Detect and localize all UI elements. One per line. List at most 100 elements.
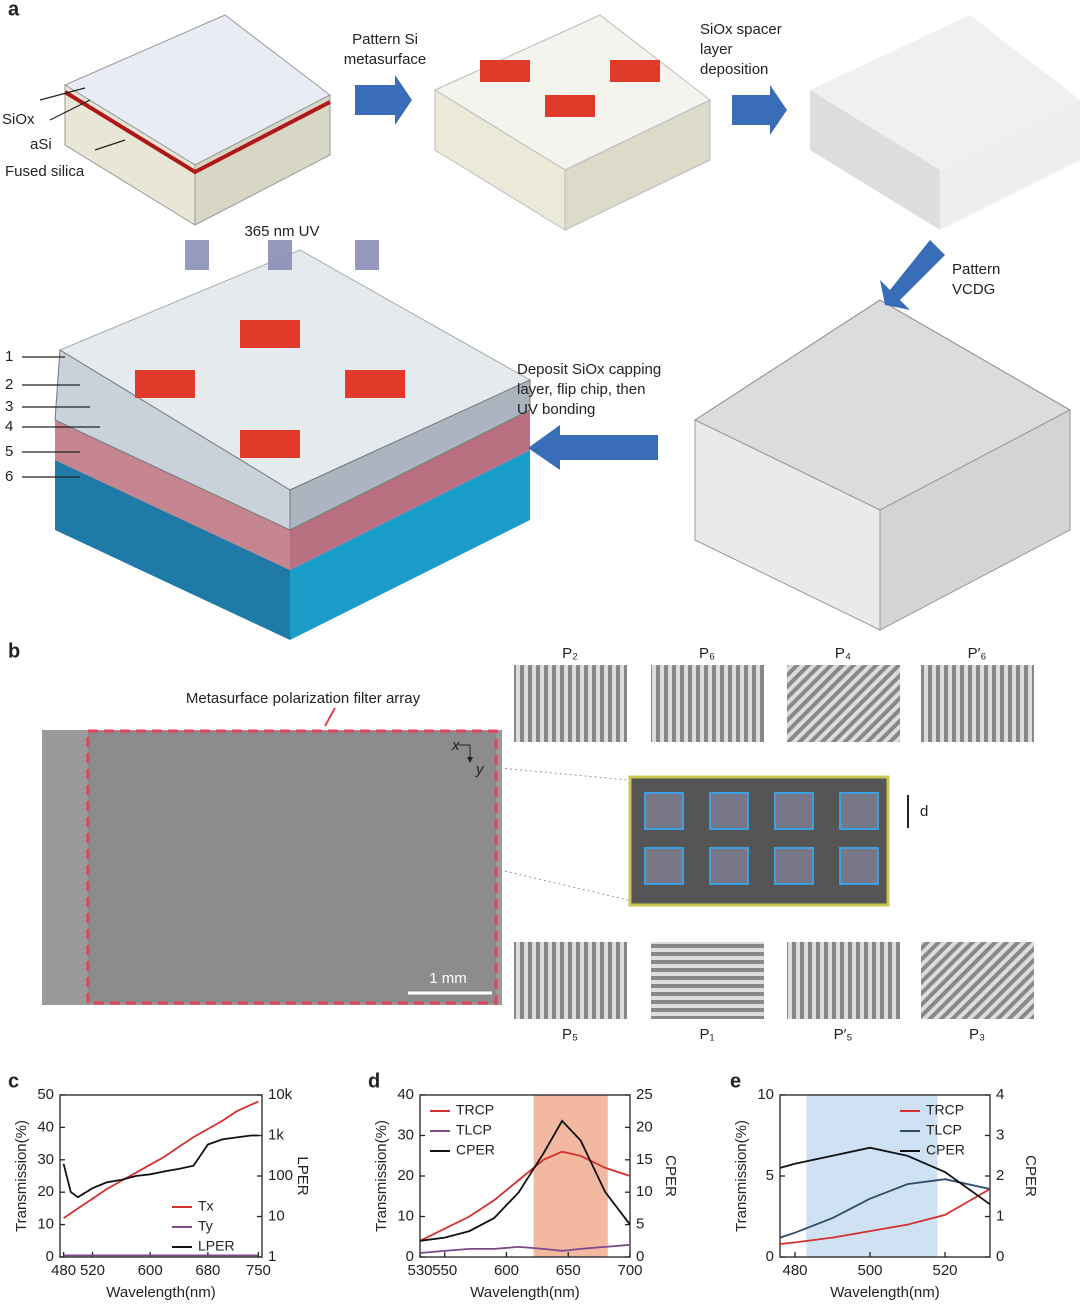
- diagram-b: [42, 665, 1034, 1019]
- y-tick-label: 20: [37, 1183, 54, 1200]
- layer-number: 1: [5, 348, 13, 365]
- x-tick-label: 650: [556, 1262, 581, 1279]
- axis-y: y: [475, 761, 485, 778]
- panel-label: b: [8, 640, 20, 662]
- x-axis-label: Wavelength(nm): [106, 1284, 215, 1301]
- step-label: metasurface: [344, 51, 427, 68]
- y2-tick-label: 100: [268, 1167, 293, 1184]
- panel-label: c: [8, 1070, 19, 1092]
- pattern-label: P′₆: [968, 645, 987, 662]
- pattern-label: P′₅: [834, 1026, 853, 1043]
- d-label: d: [920, 803, 928, 820]
- y2-tick-label: 20: [636, 1118, 653, 1135]
- x-axis-label: Wavelength(nm): [470, 1284, 579, 1301]
- layer-number: 6: [5, 468, 13, 485]
- step-label: Pattern Si: [352, 31, 418, 48]
- y-tick-label: 0: [46, 1248, 54, 1265]
- y-tick-label: 5: [766, 1167, 774, 1184]
- x-tick-label: 550: [432, 1262, 457, 1279]
- layer-number: 4: [5, 418, 13, 435]
- legend-label: TLCP: [456, 1122, 492, 1138]
- diagram-a: [22, 14, 1080, 640]
- y2-tick-label: 10: [636, 1183, 653, 1200]
- layer-number: 5: [5, 443, 13, 460]
- y2-tick-label: 1: [996, 1207, 1004, 1224]
- step-label: layer: [700, 41, 733, 58]
- y2-tick-label: 25: [636, 1086, 653, 1103]
- panel-label: d: [368, 1070, 380, 1092]
- step-label: deposition: [700, 61, 768, 78]
- y-tick-label: 10: [757, 1086, 774, 1103]
- x-tick-label: 480: [782, 1262, 807, 1279]
- x-axis-label: Wavelength(nm): [830, 1284, 939, 1301]
- legend-label: CPER: [926, 1142, 965, 1158]
- axis-x: x: [451, 737, 460, 754]
- series-line: [779, 1188, 991, 1245]
- y-tick-label: 40: [397, 1086, 414, 1103]
- pattern-label: P₃: [969, 1026, 985, 1043]
- pattern-label: P₂: [562, 645, 578, 662]
- pattern-label: P₄: [835, 645, 851, 662]
- legend-label: TLCP: [926, 1122, 962, 1138]
- y2-axis-label: CPER: [662, 1155, 679, 1197]
- layer-number: 3: [5, 398, 13, 415]
- legend-label: LPER: [198, 1238, 235, 1254]
- series-line: [419, 1243, 631, 1254]
- series-line: [419, 1119, 631, 1242]
- y-tick-label: 30: [37, 1151, 54, 1168]
- y-tick-label: 10: [397, 1207, 414, 1224]
- y2-tick-label: 0: [636, 1248, 644, 1265]
- x-tick-label: 500: [857, 1262, 882, 1279]
- y-axis-label: Transmission(%): [733, 1120, 750, 1232]
- y2-tick-label: 15: [636, 1151, 653, 1168]
- y2-tick-label: 3: [996, 1126, 1004, 1143]
- y2-axis-label: LPER: [294, 1156, 311, 1195]
- layer-number: 2: [5, 376, 13, 393]
- legend-label: TRCP: [926, 1102, 964, 1118]
- legend-label: Tx: [198, 1198, 214, 1214]
- y2-tick-label: 4: [996, 1086, 1004, 1103]
- step-label: VCDG: [952, 281, 995, 298]
- y2-tick-label: 10: [268, 1207, 285, 1224]
- y2-tick-label: 0: [996, 1248, 1004, 1265]
- y2-tick-label: 1k: [268, 1126, 284, 1143]
- y2-tick-label: 2: [996, 1167, 1004, 1184]
- pattern-label: P₁: [699, 1026, 714, 1043]
- series-line: [779, 1178, 991, 1239]
- y-tick-label: 20: [397, 1167, 414, 1184]
- y-axis-label: Transmission(%): [373, 1120, 390, 1232]
- x-tick-label: 700: [617, 1262, 642, 1279]
- step-label: layer, flip chip, then: [517, 381, 645, 398]
- y-tick-label: 0: [406, 1248, 414, 1265]
- x-tick-label: 520: [932, 1262, 957, 1279]
- x-tick-label: 750: [246, 1262, 271, 1279]
- x-tick-label: 600: [138, 1262, 163, 1279]
- step-label: SiOx spacer: [700, 21, 782, 38]
- x-tick-label: 530: [407, 1262, 432, 1279]
- y2-tick-label: 1: [268, 1248, 276, 1265]
- y-tick-label: 40: [37, 1118, 54, 1135]
- pattern-label: P₅: [562, 1026, 578, 1043]
- legend-label: TRCP: [456, 1102, 494, 1118]
- series-line: [419, 1150, 631, 1242]
- y2-tick-label: 10k: [268, 1086, 293, 1103]
- y2-tick-label: 5: [636, 1216, 644, 1233]
- y-tick-label: 0: [766, 1248, 774, 1265]
- y-axis-label: Transmission(%): [13, 1120, 30, 1232]
- step-label: Deposit SiOx capping: [517, 361, 661, 378]
- panel-label: a: [8, 0, 20, 20]
- series-line: [779, 1146, 991, 1206]
- step-label: UV bonding: [517, 401, 595, 418]
- plot-frame: [59, 1094, 263, 1258]
- shade: [533, 1095, 608, 1257]
- x-tick-label: 480: [51, 1262, 76, 1279]
- legend-label: CPER: [456, 1142, 495, 1158]
- x-tick-label: 600: [494, 1262, 519, 1279]
- y2-axis-label: CPER: [1022, 1155, 1039, 1197]
- step-label: Pattern: [952, 261, 1000, 278]
- y-tick-label: 50: [37, 1086, 54, 1103]
- uv-label: 365 nm UV: [244, 223, 319, 240]
- y-tick-label: 30: [397, 1126, 414, 1143]
- panel-label: e: [730, 1070, 741, 1092]
